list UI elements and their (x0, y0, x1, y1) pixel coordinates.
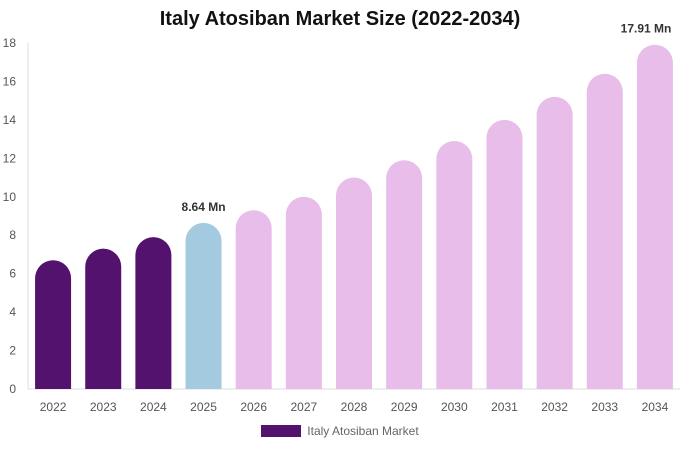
y-tick-label: 18 (3, 36, 17, 50)
y-tick-label: 16 (3, 74, 17, 88)
bar-2030 (436, 141, 473, 389)
data-label: 8.64 Mn (182, 200, 226, 214)
y-tick-label: 12 (3, 151, 17, 165)
bar-2022 (35, 260, 72, 389)
x-tick-label: 2031 (491, 400, 518, 414)
y-tick-label: 0 (9, 382, 16, 396)
bar-2033 (586, 73, 623, 389)
x-tick-label: 2023 (90, 400, 117, 414)
bar-2024 (135, 237, 172, 389)
bar-2027 (285, 196, 322, 389)
x-tick-label: 2022 (40, 400, 67, 414)
bar-2029 (386, 160, 423, 389)
bar-2026 (235, 210, 272, 389)
bar-2028 (336, 177, 372, 389)
chart-title: Italy Atosiban Market Size (2022-2034) (159, 8, 521, 30)
y-tick-label: 8 (9, 228, 16, 242)
bar-2032 (536, 96, 573, 390)
y-tick-label: 4 (9, 305, 16, 319)
x-tick-label: 2033 (591, 400, 618, 414)
y-tick-label: 10 (3, 190, 17, 204)
x-tick-label: 2029 (391, 400, 418, 414)
x-tick-label: 2024 (140, 400, 167, 414)
bar-2025 (185, 222, 222, 389)
x-tick-label: 2032 (541, 400, 568, 414)
bar-2023 (85, 248, 122, 389)
x-tick-label: 2026 (240, 400, 267, 414)
bar-2034 (636, 44, 673, 389)
x-tick-label: 2028 (341, 400, 368, 414)
x-tick-label: 2034 (642, 400, 669, 414)
y-tick-label: 2 (9, 344, 16, 358)
y-tick-label: 6 (9, 267, 16, 281)
x-tick-label: 2025 (190, 400, 217, 414)
data-label: 17.91 Mn (621, 22, 672, 36)
y-tick-label: 14 (3, 113, 17, 127)
legend-label: Italy Atosiban Market (307, 424, 419, 438)
bar-2031 (486, 119, 523, 389)
legend-swatch (261, 425, 302, 437)
x-tick-label: 2027 (290, 400, 317, 414)
x-tick-label: 2030 (441, 400, 468, 414)
legend: Italy Atosiban Market (0, 424, 680, 438)
